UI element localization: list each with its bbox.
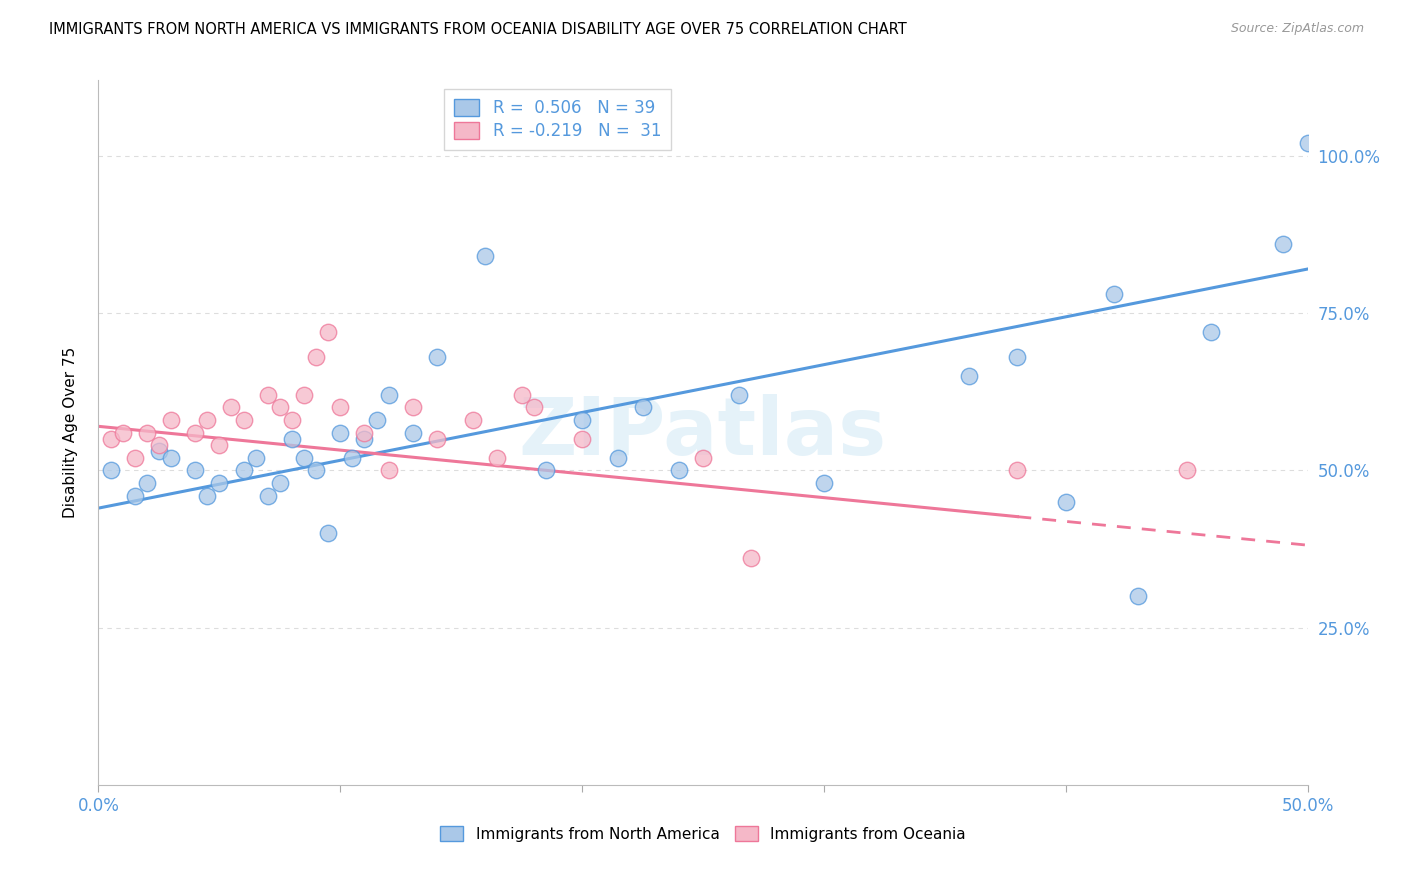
Point	[366, 413, 388, 427]
Point	[221, 401, 243, 415]
Point	[1007, 350, 1029, 364]
Point	[292, 388, 315, 402]
Point	[957, 369, 980, 384]
Point	[1296, 136, 1319, 151]
Point	[607, 450, 630, 465]
Point	[195, 413, 218, 427]
Point	[160, 450, 183, 465]
Point	[342, 450, 364, 465]
Point	[135, 425, 157, 440]
Point	[740, 551, 762, 566]
Point	[232, 413, 254, 427]
Point	[195, 489, 218, 503]
Point	[1175, 463, 1198, 477]
Point	[245, 450, 267, 465]
Point	[1128, 589, 1150, 603]
Point	[377, 388, 399, 402]
Point	[813, 475, 835, 490]
Point	[256, 489, 278, 503]
Point	[124, 450, 146, 465]
Point	[426, 350, 449, 364]
Point	[1272, 236, 1295, 251]
Point	[692, 450, 714, 465]
Point	[426, 432, 449, 446]
Text: ZIPatlas: ZIPatlas	[519, 393, 887, 472]
Point	[111, 425, 134, 440]
Point	[100, 463, 122, 477]
Point	[1199, 325, 1222, 339]
Point	[281, 413, 304, 427]
Point	[353, 432, 375, 446]
Point	[510, 388, 533, 402]
Point	[184, 463, 207, 477]
Text: IMMIGRANTS FROM NORTH AMERICA VS IMMIGRANTS FROM OCEANIA DISABILITY AGE OVER 75 : IMMIGRANTS FROM NORTH AMERICA VS IMMIGRA…	[49, 22, 907, 37]
Point	[1054, 495, 1077, 509]
Y-axis label: Disability Age Over 75: Disability Age Over 75	[63, 347, 77, 518]
Point	[256, 388, 278, 402]
Point	[292, 450, 315, 465]
Point	[100, 432, 122, 446]
Point	[281, 432, 304, 446]
Point	[329, 425, 352, 440]
Legend: Immigrants from North America, Immigrants from Oceania: Immigrants from North America, Immigrant…	[434, 820, 972, 847]
Point	[124, 489, 146, 503]
Point	[160, 413, 183, 427]
Point	[305, 463, 328, 477]
Point	[463, 413, 485, 427]
Point	[232, 463, 254, 477]
Point	[631, 401, 654, 415]
Point	[402, 425, 425, 440]
Point	[728, 388, 751, 402]
Point	[148, 444, 170, 458]
Point	[316, 526, 339, 541]
Point	[305, 350, 328, 364]
Point	[534, 463, 557, 477]
Point	[1007, 463, 1029, 477]
Point	[329, 401, 352, 415]
Point	[523, 401, 546, 415]
Point	[474, 250, 496, 264]
Point	[668, 463, 690, 477]
Point	[377, 463, 399, 477]
Point	[269, 475, 291, 490]
Point	[148, 438, 170, 452]
Point	[208, 438, 231, 452]
Point	[486, 450, 509, 465]
Point	[269, 401, 291, 415]
Point	[571, 413, 593, 427]
Point	[135, 475, 157, 490]
Point	[316, 325, 339, 339]
Point	[353, 425, 375, 440]
Point	[571, 432, 593, 446]
Point	[1102, 287, 1125, 301]
Text: Source: ZipAtlas.com: Source: ZipAtlas.com	[1230, 22, 1364, 36]
Point	[208, 475, 231, 490]
Point	[184, 425, 207, 440]
Point	[402, 401, 425, 415]
